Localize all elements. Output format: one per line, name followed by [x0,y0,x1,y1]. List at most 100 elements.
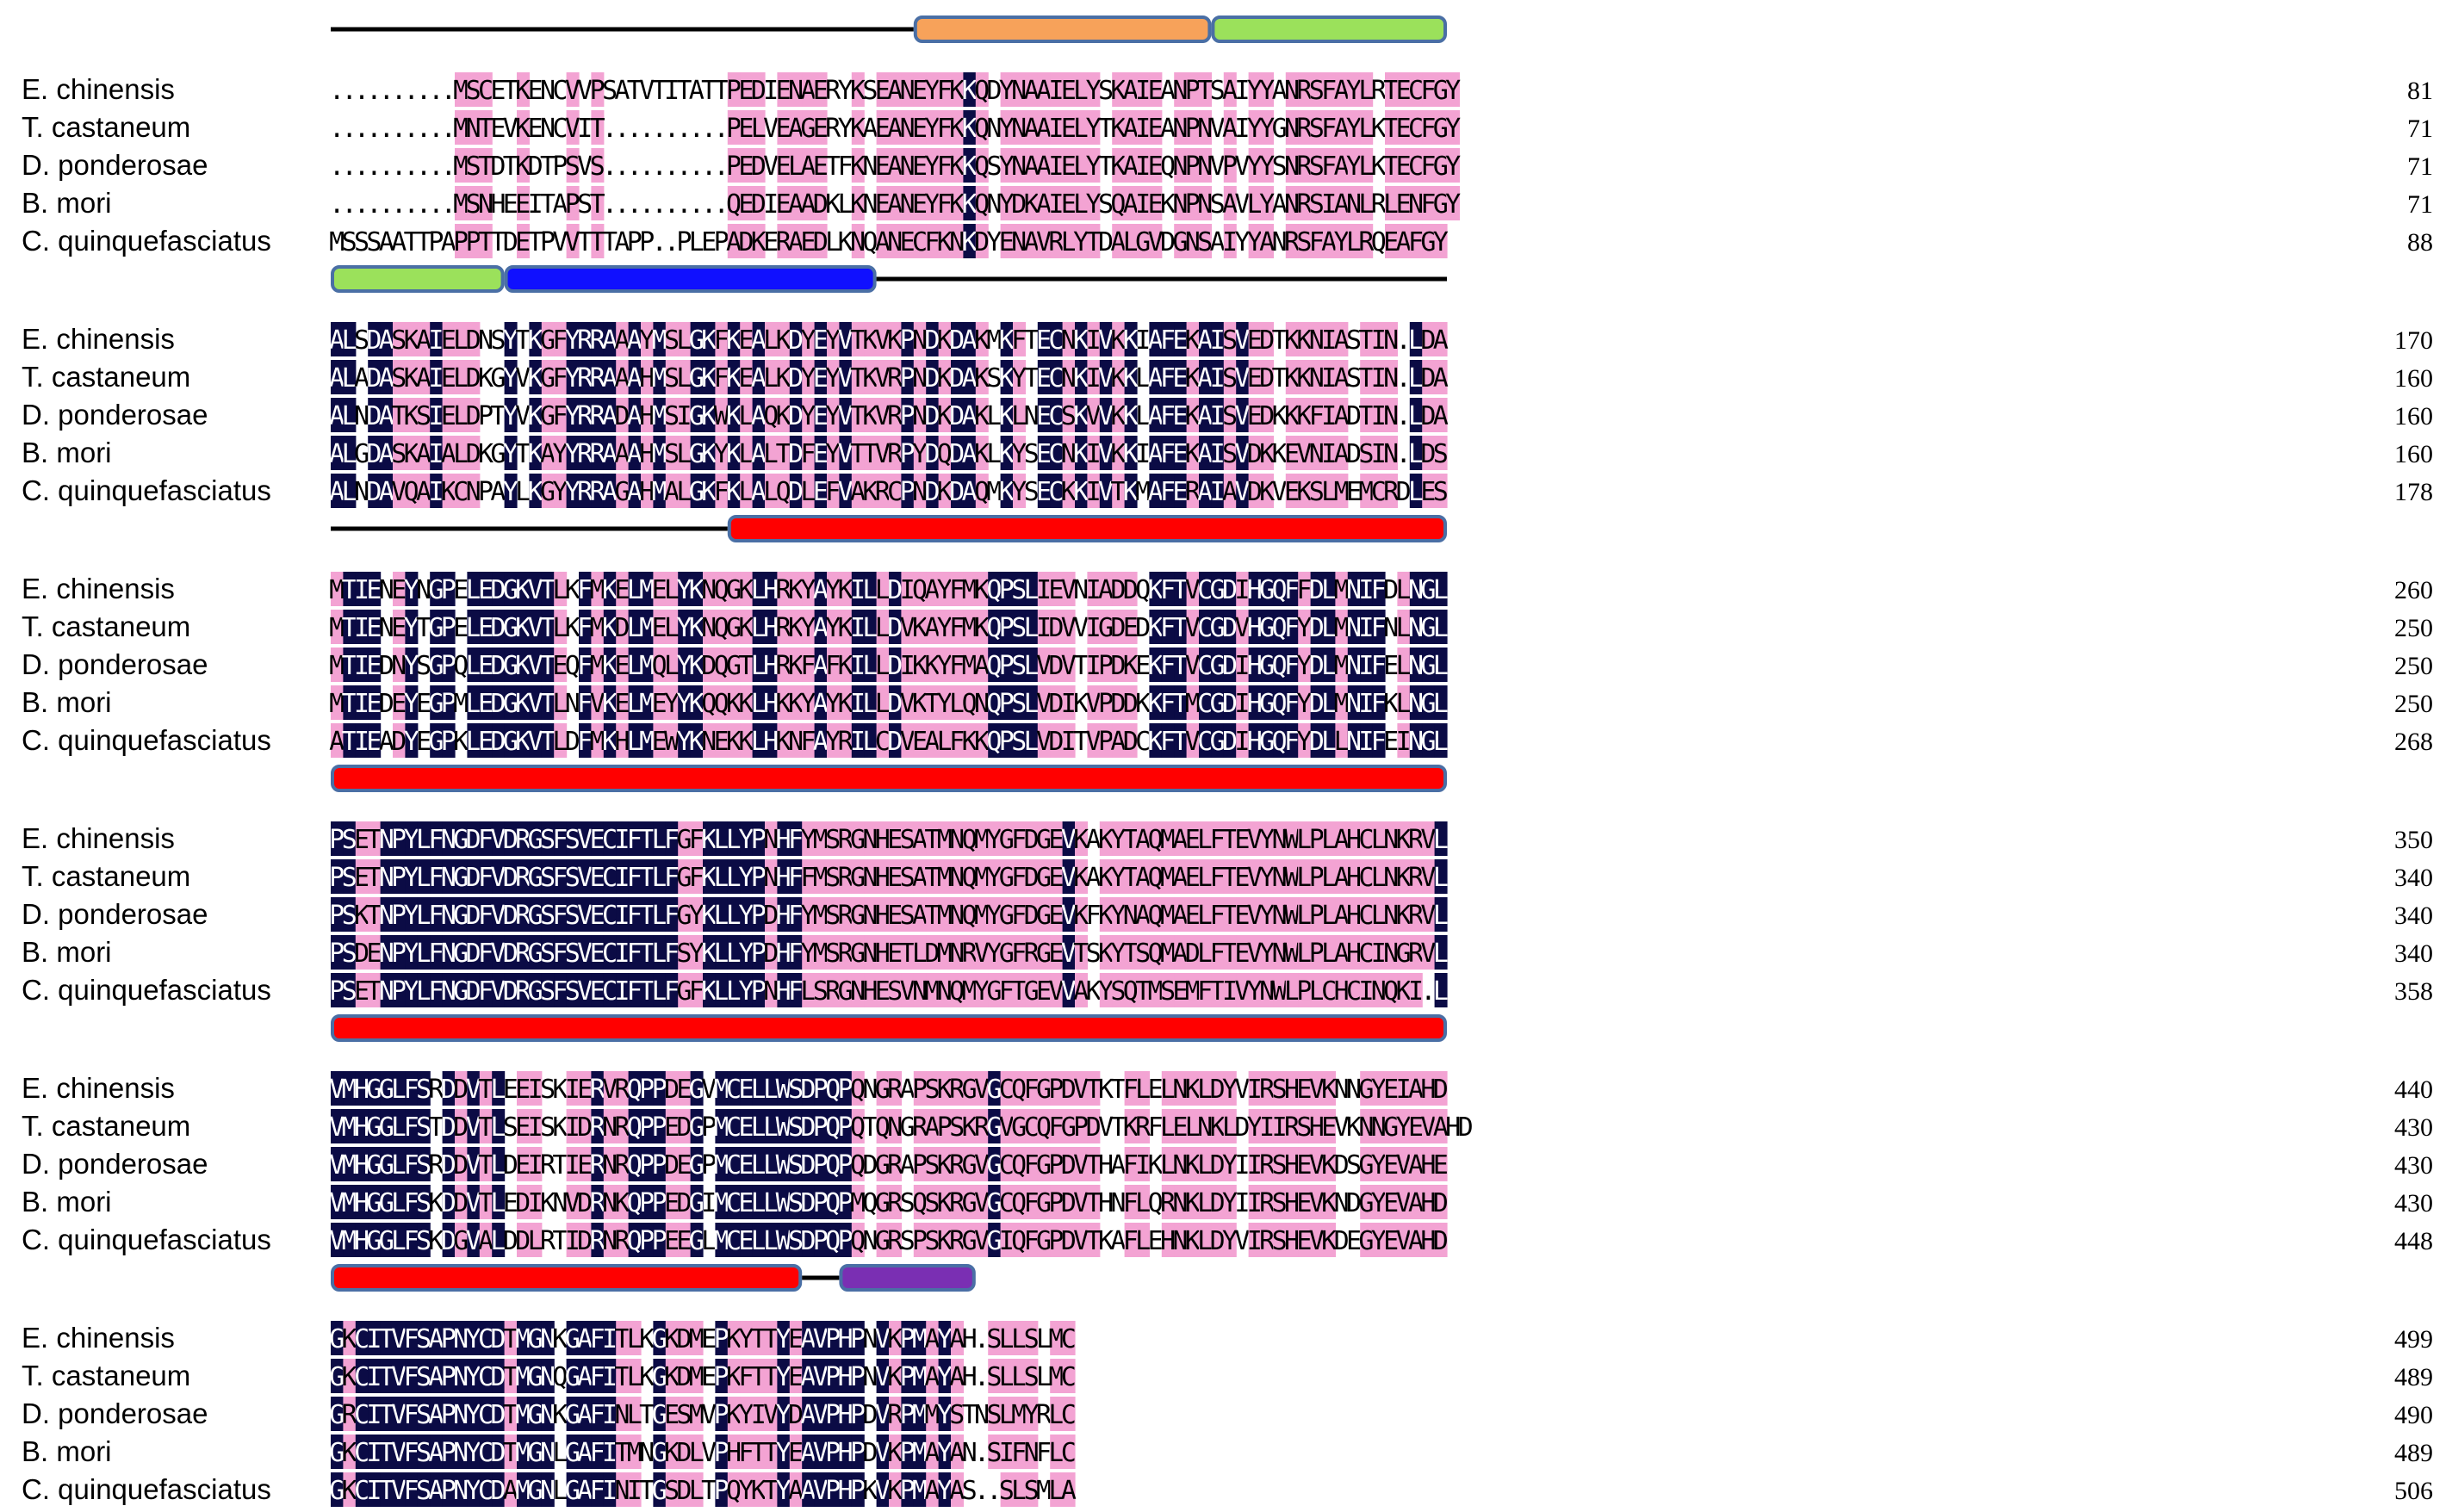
species-label: B. mori [22,936,112,968]
residue: E [528,76,543,106]
species-label: D. ponderosae [22,399,208,431]
residue: A [800,76,816,106]
similar-cell [814,72,828,107]
residue: L [1433,939,1449,969]
gap-residue: . [342,76,357,106]
position-number: 88 [2407,228,2433,257]
residue: V [577,76,593,106]
similar-cell [591,72,605,107]
species-label: D. ponderosae [22,648,208,680]
species-label: B. mori [22,437,112,468]
residue: Y [1445,114,1461,144]
species-label: D. ponderosae [22,898,208,930]
residue: S [466,76,481,106]
purple-bar-5-2 [839,1264,976,1292]
residue: A [689,76,705,106]
position-number: 350 [2394,826,2433,854]
position-number: 358 [2394,977,2433,1006]
position-number: 489 [2394,1363,2433,1391]
residue: M [453,76,469,106]
residue: K [515,76,531,106]
residue: I [763,76,779,106]
gap-residue: . [428,76,444,106]
residue: D [1433,1226,1449,1256]
species-label: E. chinensis [22,822,175,854]
position-number: 490 [2394,1401,2433,1429]
residue: P [726,76,742,106]
residue: A [1433,325,1449,356]
residue: A [1433,363,1449,393]
residue: A [887,76,903,106]
position-number: 71 [2407,115,2433,143]
similar-cell [802,72,816,107]
position-number: 250 [2394,614,2433,642]
residue: I [664,76,680,106]
position-number: 340 [2394,864,2433,892]
residue: L [1433,976,1449,1007]
green-bar-0-2 [1211,15,1448,43]
gap-residue: . [354,76,369,106]
gap-residue: . [329,76,345,106]
residue: E [1433,1150,1449,1180]
residue: E [875,76,891,106]
position-number: 160 [2394,364,2433,393]
residue: C [1061,1400,1077,1430]
residue: E [490,76,506,106]
residue: D [1433,1075,1449,1105]
similar-cell [889,72,902,107]
residue: L [1433,863,1449,893]
residue: Y [1433,227,1449,257]
similar-cell [566,72,580,107]
residue: A [614,76,630,106]
species-label: C. quinquefasciatus [22,724,271,756]
species-label: B. mori [22,686,112,718]
residue: Y [1445,152,1461,182]
residue: T [701,76,717,106]
species-label: E. chinensis [22,323,175,355]
residue: L [1433,689,1449,719]
residue: Y [1445,76,1461,106]
residue: D [1433,1188,1449,1218]
similar-cell [913,72,927,107]
position-number: 260 [2394,576,2433,604]
residue: Y [1445,189,1461,220]
position-number: 499 [2394,1325,2433,1354]
residue: P [590,76,605,106]
species-label: T. castaneum [22,1360,190,1391]
residue: S [862,76,878,106]
position-number: 440 [2394,1075,2433,1104]
residue: C [1061,1438,1077,1468]
sheet-bar-1-1 [504,265,877,293]
residue: C [1061,1324,1077,1354]
position-number: 160 [2394,402,2433,431]
residue: V [639,76,655,106]
similar-cell [901,72,915,107]
gap-residue: . [404,76,419,106]
gap-residue: . [416,76,431,106]
species-label: C. quinquefasciatus [22,225,271,257]
similar-cell [479,72,493,107]
position-number: 506 [2394,1477,2433,1505]
position-number: 81 [2407,77,2433,105]
species-label: D. ponderosae [22,1397,208,1429]
species-label: T. castaneum [22,610,190,642]
species-label: T. castaneum [22,1110,190,1142]
residue: D [751,76,767,106]
similar-cell [467,72,481,107]
position-number: 250 [2394,690,2433,718]
similar-cell [926,72,940,107]
position-number: 178 [2394,478,2433,506]
residue: T [627,76,642,106]
species-label: B. mori [22,1435,112,1467]
residue: D [1458,1112,1474,1143]
species-label: C. quinquefasciatus [22,974,271,1006]
residue: E [738,76,754,106]
similar-cell [752,72,766,107]
helix-bar-4-0 [331,1014,1447,1042]
species-label: E. chinensis [22,73,175,105]
residue: E [912,76,928,106]
residue: S [602,76,618,106]
species-label: E. chinensis [22,1322,175,1354]
